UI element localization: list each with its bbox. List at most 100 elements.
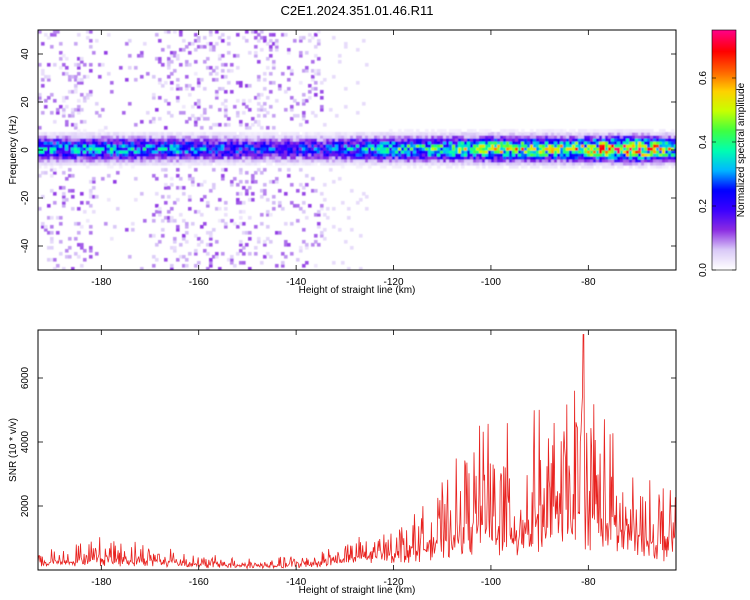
heatmap-cell [206,162,210,166]
heatmap-cell [164,216,168,220]
heatmap-cell [665,162,669,166]
heatmap-cell [569,135,573,139]
heatmap-cell [374,135,378,139]
heatmap-cell [269,54,273,58]
heatmap-cell [557,144,561,148]
heatmap-cell [443,132,447,136]
heatmap-cell [254,246,258,250]
heatmap-cell [251,177,255,181]
heatmap-cell [122,150,126,154]
heatmap-cell [230,141,234,145]
heatmap-cell [587,147,591,151]
heatmap-cell [635,138,639,142]
heatmap-cell [224,135,228,139]
heatmap-cell [68,147,72,151]
heatmap-cell [440,159,444,163]
heatmap-cell [101,147,105,151]
heatmap-cell [56,108,60,112]
heatmap-cell [167,30,171,34]
heatmap-cell [38,96,42,100]
heatmap-cell [197,81,201,85]
heatmap-cell [95,195,99,199]
heatmap-cell [437,129,441,133]
heatmap-cell [260,36,264,40]
heatmap-cell [533,162,537,166]
heatmap-cell [311,141,315,145]
heatmap-cell [665,165,669,169]
heatmap-cell [212,153,216,157]
heatmap-cell [407,138,411,142]
heatmap-cell [290,159,294,163]
heatmap-cell [119,162,123,166]
heatmap-cell [521,129,525,133]
heatmap-cell [290,147,294,151]
heatmap-cell [263,39,267,43]
heatmap-cell [455,141,459,145]
heatmap-cell [383,165,387,169]
heatmap-cell [83,129,87,133]
heatmap-cell [239,201,243,205]
heatmap-cell [566,147,570,151]
heatmap-cell [494,135,498,139]
heatmap-cell [599,162,603,166]
heatmap-cell [230,219,234,223]
heatmap-cell [110,147,114,151]
heatmap-cell [317,69,321,73]
heatmap-cell [170,207,174,211]
heatmap-cell [59,51,63,55]
heatmap-cell [155,144,159,148]
heatmap-cell [518,150,522,154]
heatmap-cell [473,159,477,163]
heatmap-cell [551,144,555,148]
heatmap-cell [80,132,84,136]
heatmap-cell [422,147,426,151]
heatmap-cell [227,69,231,73]
heatmap-cell [152,75,156,79]
heatmap-cell [317,30,321,34]
heatmap-cell [497,153,501,157]
heatmap-cell [275,42,279,46]
heatmap-cell [527,156,531,160]
heatmap-cell [482,132,486,136]
heatmap-cell [620,135,624,139]
heatmap-cell [404,162,408,166]
heatmap-cell [656,144,660,148]
heatmap-cell [245,141,249,145]
heatmap-cell [605,141,609,145]
heatmap-cell [461,159,465,163]
y-tick-label: 40 [20,48,31,60]
heatmap-cell [536,156,540,160]
heatmap-cell [143,147,147,151]
heatmap-cell [350,138,354,142]
heatmap-cell [305,183,309,187]
heatmap-cell [311,135,315,139]
heatmap-cell [326,156,330,160]
heatmap-cell [140,51,144,55]
heatmap-cell [626,153,630,157]
heatmap-cell [104,159,108,163]
heatmap-cell [344,150,348,154]
heatmap-cell [233,144,237,148]
heatmap-cell [668,156,672,160]
heatmap-cell [440,141,444,145]
heatmap-cell [398,153,402,157]
heatmap-cell [278,201,282,205]
heatmap-cell [203,150,207,154]
heatmap-cell [437,138,441,142]
heatmap-cell [293,159,297,163]
heatmap-cell [395,144,399,148]
heatmap-cell [137,144,141,148]
heatmap-cell [602,159,606,163]
heatmap-cell [71,156,75,160]
heatmap-cell [158,156,162,160]
heatmap-cell [155,141,159,145]
heatmap-cell [662,147,666,151]
heatmap-cell [155,192,159,196]
heatmap-cell [194,72,198,76]
heatmap-cell [500,129,504,133]
heatmap-cell [605,132,609,136]
heatmap-cell [83,258,87,262]
heatmap-cell [281,33,285,37]
heatmap-cell [245,156,249,160]
heatmap-cell [323,123,327,127]
